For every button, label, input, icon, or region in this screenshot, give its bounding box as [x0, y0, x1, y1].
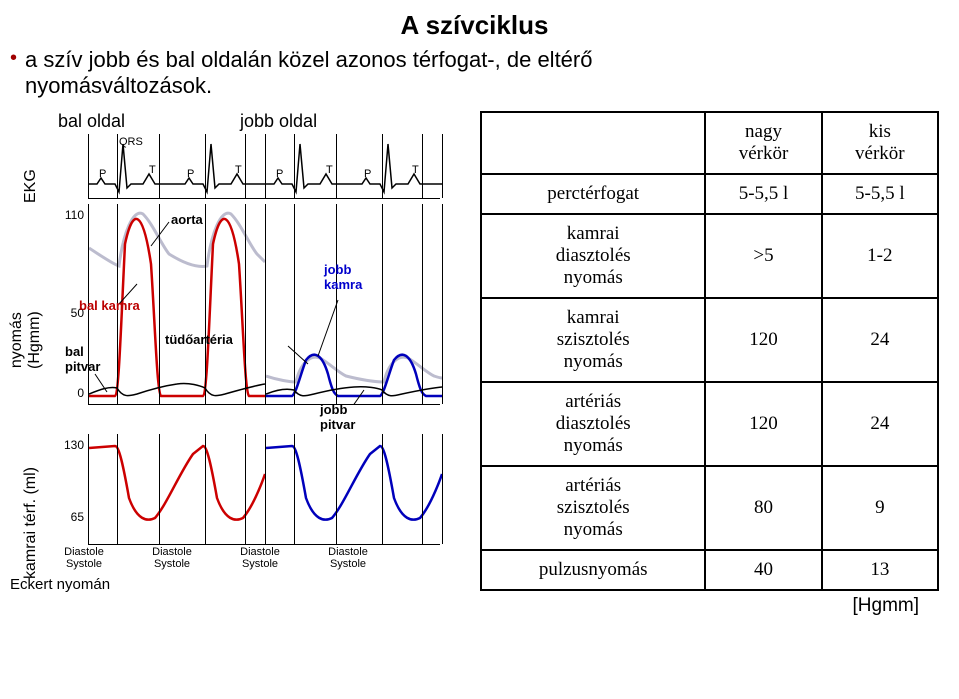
ekg-t-left-1: T [149, 164, 156, 176]
table-row: artériás diasztolés nyomás 120 24 [481, 382, 938, 466]
ekg-p-left-2: P [187, 168, 194, 180]
cell-0-nagy: 5-5,5 l [705, 174, 821, 214]
row-label-5: pulzusnyomás [481, 550, 705, 590]
page-title: A szívciklus [10, 10, 939, 41]
ylabel-volume: kamrai térf. (ml) [22, 467, 40, 579]
phase-systole-4: Systole [330, 558, 366, 570]
intro-line-2: nyomásváltozások. [25, 73, 212, 98]
phase-diastole-2: Diastole [152, 546, 192, 558]
phase-systole-1: Systole [66, 558, 102, 570]
col-kis: kis vérkör [822, 112, 938, 174]
cell-4-nagy: 80 [705, 466, 821, 550]
ekg-t-right-1: T [326, 164, 333, 176]
vol-tick-130: 130 [56, 438, 84, 452]
intro-line-1: a szív jobb és bal oldalán közel azonos … [25, 47, 592, 72]
col-nagy: nagy vérkör [705, 112, 821, 174]
table-row: artériás szisztolés nyomás 80 9 [481, 466, 938, 550]
left-side-header: bal oldal [58, 111, 230, 132]
row-label-1: kamrai diasztolés nyomás [481, 214, 705, 298]
unit-label: [Hgmm] [480, 595, 939, 617]
intro-text: • a szív jobb és bal oldalán közel azono… [10, 47, 939, 99]
ekg-t-left-2: T [235, 164, 242, 176]
cell-5-nagy: 40 [705, 550, 821, 590]
phase-diastole-1: Diastole [64, 546, 104, 558]
ekg-p-left-1: P [99, 168, 106, 180]
pressure-tick-110: 110 [56, 208, 84, 222]
cell-4-kis: 9 [822, 466, 938, 550]
cell-5-kis: 13 [822, 550, 938, 590]
row-label-2: kamrai szisztolés nyomás [481, 298, 705, 382]
cell-0-kis: 5-5,5 l [822, 174, 938, 214]
ekg-t-right-2: T [412, 164, 419, 176]
pressure-tick-50: 50 [56, 306, 84, 320]
cell-2-nagy: 120 [705, 298, 821, 382]
pressure-traces-right [266, 204, 442, 404]
ekg-qrs-left-1: QRS [119, 136, 143, 148]
bullet-icon: • [10, 47, 17, 69]
vol-tick-65: 65 [56, 510, 84, 524]
pressure-tick-0: 0 [56, 386, 84, 400]
volume-trace-left [89, 434, 265, 544]
right-side-header: jobb oldal [230, 111, 416, 132]
ylabel-pressure: nyomás (Hgmm) [8, 311, 44, 369]
phase-systole-2: Systole [154, 558, 190, 570]
row-label-0: perctérfogat [481, 174, 705, 214]
attribution: Eckert nyomán [10, 576, 450, 593]
row-label-4: artériás szisztolés nyomás [481, 466, 705, 550]
table-row: pulzusnyomás 40 13 [481, 550, 938, 590]
ylabel-ekg: EKG [22, 169, 40, 203]
volume-trace-right [266, 434, 442, 544]
cell-1-nagy: >5 [705, 214, 821, 298]
ekg-p-right-1: P [276, 168, 283, 180]
phase-systole-3: Systole [242, 558, 278, 570]
cell-2-kis: 24 [822, 298, 938, 382]
label-jobb-pitvar: jobb pitvar [320, 402, 355, 432]
row-label-3: artériás diasztolés nyomás [481, 382, 705, 466]
data-table: nagy vérkör kis vérkör perctérfogat 5-5,… [480, 111, 939, 591]
cell-3-kis: 24 [822, 382, 938, 466]
ekg-p-right-2: P [364, 168, 371, 180]
table-row: kamrai diasztolés nyomás >5 1-2 [481, 214, 938, 298]
cell-1-kis: 1-2 [822, 214, 938, 298]
phase-diastole-3: Diastole [240, 546, 280, 558]
table-corner [481, 112, 705, 174]
table-row: perctérfogat 5-5,5 l 5-5,5 l [481, 174, 938, 214]
pressure-traces-left [89, 204, 265, 404]
phase-diastole-4: Diastole [328, 546, 368, 558]
table-row: kamrai szisztolés nyomás 120 24 [481, 298, 938, 382]
cell-3-nagy: 120 [705, 382, 821, 466]
